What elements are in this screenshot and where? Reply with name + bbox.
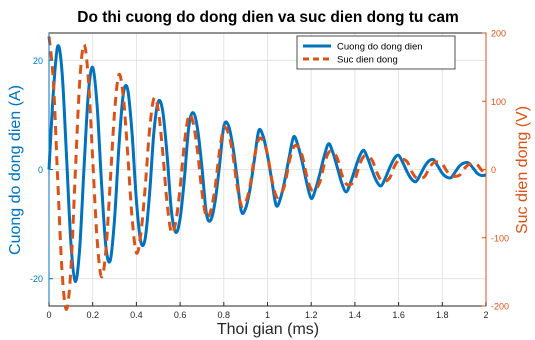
legend-label-1: Cuong do dong dien: [337, 42, 423, 53]
x-tick-label: 1.8: [436, 310, 449, 320]
x-tick-label: 1.6: [392, 310, 405, 320]
x-tick-label: 0.4: [130, 310, 143, 320]
series-line-1: [47, 44, 487, 283]
x-tick-label: 0: [46, 310, 51, 320]
right-y-axis: -200 -100 0 100 200: [482, 29, 509, 312]
x-tick-label: 2: [483, 310, 488, 320]
x-axis-label: Thoi gian (ms): [217, 321, 319, 338]
left-y-axis: -20 0 20: [30, 33, 53, 306]
right-tick-label: 200: [491, 29, 506, 39]
x-tick-label: 1: [265, 310, 270, 320]
x-tick-label: 0.8: [218, 310, 231, 320]
left-tick-label: 20: [33, 56, 43, 66]
legend-label-2: Suc dien dong: [337, 55, 398, 66]
right-tick-label: -200: [491, 302, 509, 312]
right-tick-label: 100: [491, 97, 506, 107]
right-tick-label: -100: [491, 233, 509, 243]
x-tick-label: 0.6: [174, 310, 187, 320]
x-axis: 0 0.2 0.4 0.6 0.8 1 1.2 1.4 1.6 1.8 2: [46, 302, 489, 320]
right-tick-label: 0: [491, 165, 496, 175]
series-layer: [47, 36, 487, 311]
left-y-axis-label: Cuong do dong dien (A): [7, 85, 24, 255]
left-tick-label: -20: [30, 274, 43, 284]
x-tick-label: 1.2: [305, 310, 318, 320]
x-tick-label: 1.4: [349, 310, 362, 320]
x-tick-label: 0.2: [86, 310, 99, 320]
right-y-axis-label: Suc dien dong (V): [514, 106, 531, 234]
legend-box: [296, 35, 456, 70]
left-tick-label: 0: [38, 165, 43, 175]
legend: Cuong do dong dien Suc dien dong: [296, 35, 456, 70]
chart-title: Do thi cuong do dong dien va suc dien do…: [77, 9, 458, 26]
series-line-2: [47, 36, 487, 311]
